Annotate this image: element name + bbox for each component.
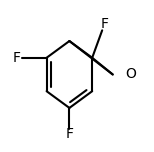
Text: F: F <box>65 127 73 141</box>
Text: O: O <box>126 67 136 81</box>
Text: F: F <box>100 17 108 31</box>
Text: F: F <box>12 51 20 65</box>
